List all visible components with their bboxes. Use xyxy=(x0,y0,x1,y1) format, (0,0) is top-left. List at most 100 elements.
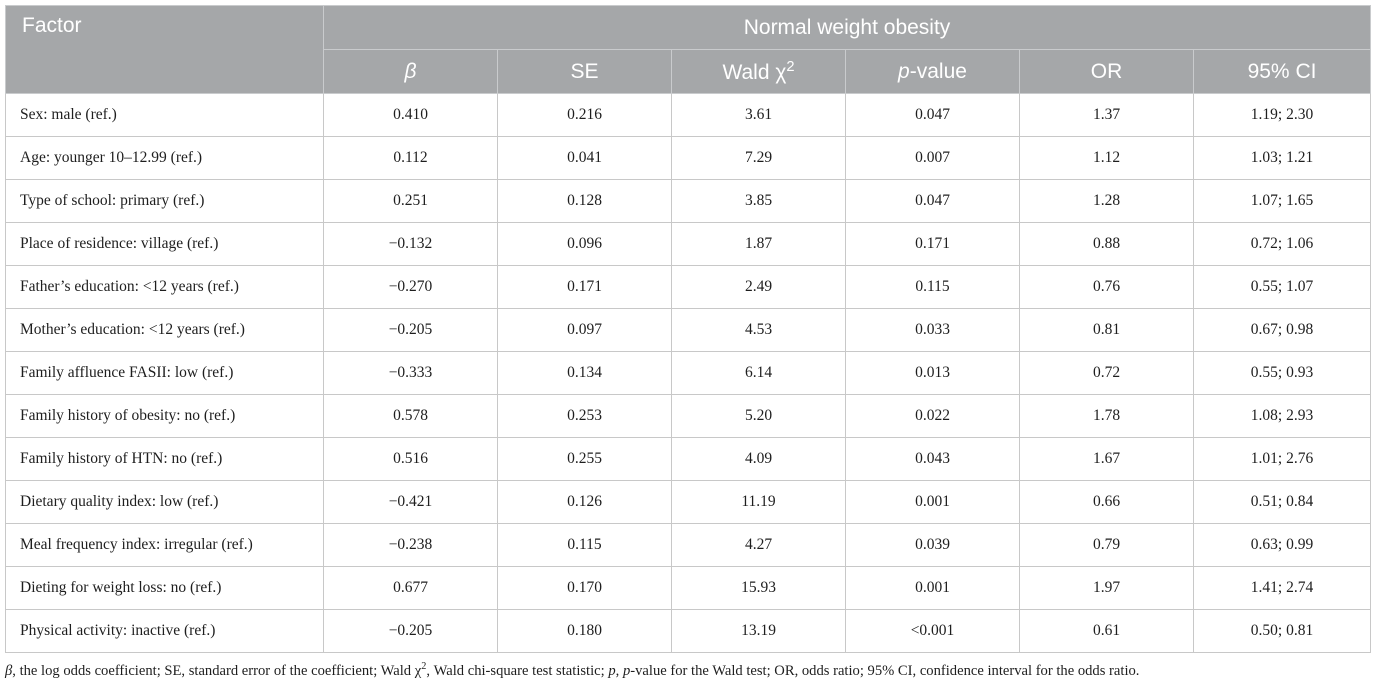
cell-ci: 1.19; 2.30 xyxy=(1192,93,1372,137)
footnote-p2: p xyxy=(622,662,631,679)
cell-p: <0.001 xyxy=(845,609,1020,653)
cell-or: 1.37 xyxy=(1019,93,1194,137)
cell-or: 0.61 xyxy=(1019,609,1194,653)
cell-se: 0.255 xyxy=(497,437,672,481)
table-row: Dietary quality index: low (ref.) −0.421 0… xyxy=(5,480,1372,524)
table-row: Family affluence FASII: low (ref.) −0.333… xyxy=(5,351,1372,395)
cell-beta: −0.333 xyxy=(323,351,498,395)
wald-label: Wald χ xyxy=(722,60,787,84)
cell-ci: 0.50; 0.81 xyxy=(1192,609,1372,653)
cell-or: 1.28 xyxy=(1019,179,1194,223)
wald-header: Wald χ2 xyxy=(671,49,846,94)
cell-ci: 0.63; 0.99 xyxy=(1192,523,1372,567)
cell-or: 0.81 xyxy=(1019,308,1194,352)
footnote-wald-def: , Wald chi-square test statistic; xyxy=(426,662,609,679)
cell-wald: 15.93 xyxy=(671,566,846,610)
cell-or: 0.79 xyxy=(1019,523,1194,567)
footnote-beta-def: , the log odds coefficient; SE, standard… xyxy=(12,662,422,679)
cell-se: 0.253 xyxy=(497,394,672,438)
cell-se: 0.171 xyxy=(497,265,672,309)
factor-header: Factor xyxy=(5,5,324,94)
cell-ci: 1.07; 1.65 xyxy=(1192,179,1372,223)
p-suffix: -value xyxy=(909,59,967,83)
table-row: Meal frequency index: irregular (ref.) −0… xyxy=(5,523,1372,567)
cell-wald: 7.29 xyxy=(671,136,846,180)
cell-wald: 6.14 xyxy=(671,351,846,395)
cell-p: 0.007 xyxy=(845,136,1020,180)
cell-factor: Sex: male (ref.) xyxy=(5,93,324,137)
cell-p: 0.022 xyxy=(845,394,1020,438)
cell-p: 0.043 xyxy=(845,437,1020,481)
cell-wald: 4.53 xyxy=(671,308,846,352)
or-header: OR xyxy=(1019,49,1194,94)
footnote-p: p xyxy=(608,662,616,679)
cell-factor: Family history of obesity: no (ref.) xyxy=(5,394,324,438)
beta-header: β xyxy=(323,49,498,94)
group-header: Normal weight obesity xyxy=(322,5,1372,50)
cell-wald: 1.87 xyxy=(671,222,846,266)
table-row: Sex: male (ref.) 0.410 0.216 3.61 0.047 1.37 1… xyxy=(5,93,1372,137)
cell-wald: 2.49 xyxy=(671,265,846,309)
cell-se: 0.180 xyxy=(497,609,672,653)
table-row: Age: younger 10–12.99 (ref.) 0.112 0.041 7.… xyxy=(5,136,1372,180)
cell-factor: Father’s education: <12 years (ref.) xyxy=(5,265,324,309)
cell-or: 1.67 xyxy=(1019,437,1194,481)
cell-beta: 0.516 xyxy=(323,437,498,481)
wald-superscript: 2 xyxy=(786,58,795,75)
cell-ci: 0.55; 1.07 xyxy=(1192,265,1372,309)
cell-beta: −0.238 xyxy=(323,523,498,567)
cell-factor: Meal frequency index: irregular (ref.) xyxy=(5,523,324,567)
cell-ci: 1.41; 2.74 xyxy=(1192,566,1372,610)
cell-beta: 0.677 xyxy=(323,566,498,610)
cell-ci: 0.51; 0.84 xyxy=(1192,480,1372,524)
cell-factor: Age: younger 10–12.99 (ref.) xyxy=(5,136,324,180)
cell-p: 0.039 xyxy=(845,523,1020,567)
cell-beta: −0.270 xyxy=(323,265,498,309)
cell-beta: −0.132 xyxy=(323,222,498,266)
cell-or: 0.72 xyxy=(1019,351,1194,395)
cell-wald: 11.19 xyxy=(671,480,846,524)
cell-or: 1.12 xyxy=(1019,136,1194,180)
p-value-header: p-value xyxy=(845,49,1020,94)
cell-or: 1.78 xyxy=(1019,394,1194,438)
table-row: Type of school: primary (ref.) 0.251 0.128… xyxy=(5,179,1372,223)
cell-wald: 4.27 xyxy=(671,523,846,567)
table-row: Dieting for weight loss: no (ref.) 0.677 0… xyxy=(5,566,1372,610)
cell-beta: −0.205 xyxy=(323,308,498,352)
cell-factor: Dieting for weight loss: no (ref.) xyxy=(5,566,324,610)
cell-se: 0.134 xyxy=(497,351,672,395)
table-container: Factor Normal weight obesity β SE Wald χ… xyxy=(5,5,1372,680)
cell-wald: 5.20 xyxy=(671,394,846,438)
cell-wald: 13.19 xyxy=(671,609,846,653)
cell-beta: −0.205 xyxy=(323,609,498,653)
cell-ci: 0.55; 0.93 xyxy=(1192,351,1372,395)
cell-factor: Family affluence FASII: low (ref.) xyxy=(5,351,324,395)
cell-beta: −0.421 xyxy=(323,480,498,524)
cell-beta: 0.112 xyxy=(323,136,498,180)
footnote-beta: β xyxy=(5,662,13,679)
table-row: Family history of HTN: no (ref.) 0.516 0.2… xyxy=(5,437,1372,481)
cell-ci: 1.08; 2.93 xyxy=(1192,394,1372,438)
cell-p: 0.047 xyxy=(845,93,1020,137)
cell-beta: 0.251 xyxy=(323,179,498,223)
cell-p: 0.001 xyxy=(845,480,1020,524)
cell-factor: Dietary quality index: low (ref.) xyxy=(5,480,324,524)
table-row: Mother’s education: <12 years (ref.) −0.2… xyxy=(5,308,1372,352)
table-footnote: β, the log odds coefficient; SE, standar… xyxy=(5,661,1370,680)
cell-factor: Place of residence: village (ref.) xyxy=(5,222,324,266)
cell-se: 0.128 xyxy=(497,179,672,223)
footnote-p-def: -value for the Wald test; OR, odds ratio… xyxy=(630,662,1140,679)
cell-se: 0.096 xyxy=(497,222,672,266)
table-row: Family history of obesity: no (ref.) 0.57… xyxy=(5,394,1372,438)
cell-or: 0.88 xyxy=(1019,222,1194,266)
cell-se: 0.097 xyxy=(497,308,672,352)
cell-or: 0.76 xyxy=(1019,265,1194,309)
cell-factor: Mother’s education: <12 years (ref.) xyxy=(5,308,324,352)
cell-ci: 1.03; 1.21 xyxy=(1192,136,1372,180)
table-body: Sex: male (ref.) 0.410 0.216 3.61 0.047 1.37 1… xyxy=(5,93,1372,653)
cell-ci: 0.72; 1.06 xyxy=(1192,222,1372,266)
cell-se: 0.170 xyxy=(497,566,672,610)
cell-wald: 3.61 xyxy=(671,93,846,137)
cell-se: 0.216 xyxy=(497,93,672,137)
cell-se: 0.126 xyxy=(497,480,672,524)
